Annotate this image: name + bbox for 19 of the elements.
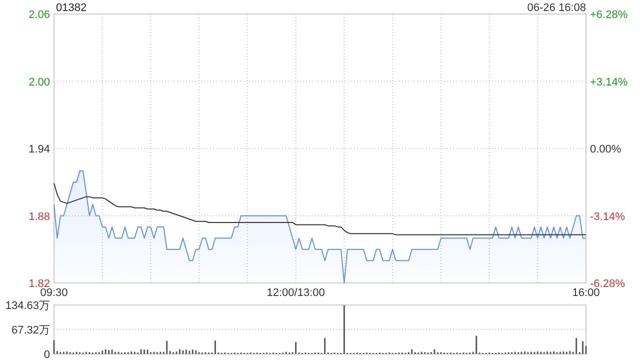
x-tick-label: 09:30: [40, 287, 68, 299]
y2-tick-label: -6.28%: [590, 278, 626, 290]
y-tick-label: 67.32万: [11, 324, 50, 336]
y2-tick-label: +3.14%: [590, 76, 628, 88]
x-tick-label: 16:00: [572, 287, 600, 299]
chart-title: 01382: [56, 2, 87, 14]
y-tick-label: 1.82: [28, 278, 50, 290]
line-series: [54, 182, 586, 236]
y2-tick-label: 0.00%: [590, 144, 622, 156]
y2-tick-label: -3.14%: [590, 210, 626, 223]
y2-tick-label: +6.28%: [590, 9, 628, 21]
y-tick-label: 1.88: [28, 210, 50, 223]
y-tick-label: 2.00: [28, 76, 50, 88]
chart-subtitle: 06-26 16:08: [527, 2, 586, 14]
y-tick-label: 0: [44, 349, 50, 360]
y-tick-label: 134.63万: [5, 300, 50, 312]
x-tick-label: 12:00/13:00: [266, 287, 325, 299]
y-tick-label: 2.06: [28, 9, 50, 21]
y-tick-label: 1.94: [28, 144, 50, 156]
